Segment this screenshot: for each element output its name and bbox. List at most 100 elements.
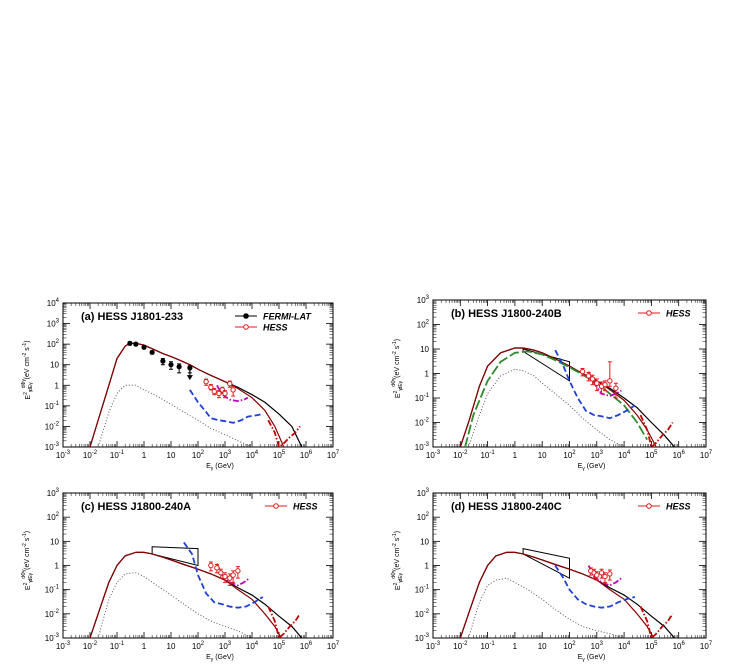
x-tick-label: 10	[538, 642, 547, 651]
y-tick-label: 103	[47, 488, 60, 498]
data-point-hess	[602, 381, 608, 388]
x-tick-label: 107	[327, 641, 340, 651]
panel-title: (c) HESS J1800-240A	[81, 501, 191, 513]
y-tick-label: 10-1	[45, 401, 60, 411]
data-point-hess	[594, 572, 600, 578]
x-tick-label: 103	[591, 450, 604, 460]
data-point-fermi	[141, 344, 147, 350]
spectral-box	[151, 546, 199, 567]
y-axis-label: E2γ dΦγdEγ(eV cm-2 s-1)	[391, 339, 404, 398]
x-axis-label: Eγ (GeV)	[206, 654, 234, 663]
legend-label: FERMI-LAT	[263, 312, 312, 322]
x-tick-label: 106	[300, 641, 313, 651]
data-point-hess	[211, 388, 217, 395]
series-line-longdash	[464, 350, 648, 447]
series-line-dotted	[468, 368, 625, 447]
x-tick-label: 10-2	[453, 641, 468, 651]
x-tick-label: 10-3	[56, 641, 71, 651]
y-tick-label: 1	[425, 370, 430, 379]
series-line-dashdot	[587, 565, 622, 587]
legend-label: HESS	[263, 323, 288, 333]
y-tick-label: 102	[47, 339, 60, 349]
series-line-dashed	[554, 565, 636, 609]
x-tick-label: 104	[618, 450, 631, 460]
plot-area	[459, 547, 675, 638]
y-axis-label: E2γ dΦγdEγ(eV cm-2 s-1)	[391, 531, 404, 590]
data-point-hess	[208, 384, 214, 390]
x-tick-label: 105	[645, 641, 658, 651]
data-point-fermi	[168, 362, 174, 368]
x-tick-label: 106	[673, 641, 686, 651]
series-line-solid	[459, 347, 657, 447]
data-point-hess	[585, 373, 592, 379]
y-axis-label: E2γ dΦγdEγ(eV cm-2 s-1)	[21, 340, 34, 399]
panel-title: (d) HESS J1800-240C	[451, 501, 562, 513]
data-point-hess	[230, 387, 236, 393]
x-tick-label: 10-1	[480, 450, 495, 460]
x-tick-label: 10	[167, 642, 176, 651]
y-tick-label: 1	[425, 562, 430, 571]
x-tick-label: 103	[219, 450, 232, 460]
data-point-hess	[222, 573, 228, 580]
x-tick-label: 1	[513, 451, 518, 460]
legend-marker	[243, 324, 249, 330]
panel-a: 10-3 10-2 10-1 1 10 102 103 104 105 106 107 10-3 10-…	[21, 298, 340, 472]
data-point-fermi	[133, 341, 139, 347]
x-tick-label: 104	[618, 641, 631, 651]
y-tick-label: 10-3	[45, 442, 60, 452]
y-tick-label: 102	[417, 320, 430, 330]
x-tick-label: 10-1	[110, 450, 125, 460]
panel-d: 10-3 10-2 10-1 1 10 102 103 104 105 106 107 10-3 10-…	[391, 488, 713, 663]
y-tick-label: 103	[417, 488, 430, 498]
x-tick-label: 105	[273, 641, 286, 651]
y-tick-label: 10	[50, 361, 59, 370]
x-tick-label: 10-3	[56, 450, 71, 460]
data-point-hess	[227, 380, 233, 387]
spectral-box	[522, 547, 570, 579]
y-tick-label: 102	[47, 512, 60, 522]
x-tick-label: 102	[563, 641, 576, 651]
y-tick-label: 102	[417, 512, 430, 522]
series-line-dashed	[554, 349, 636, 420]
x-tick-label: 10-3	[426, 450, 441, 460]
x-tick-label: 1	[513, 642, 518, 651]
data-point-hess	[602, 573, 608, 580]
y-tick-label: 10-3	[45, 633, 60, 643]
x-tick-label: 107	[700, 641, 713, 651]
y-tick-label: 10	[50, 537, 59, 546]
panel-title: (b) HESS J1800-240B	[451, 308, 562, 320]
y-tick-label: 10-1	[45, 585, 60, 595]
panel-title: (a) HESS J1801-233	[81, 311, 183, 323]
y-tick-label: 10-2	[415, 418, 430, 428]
x-tick-label: 104	[246, 641, 259, 651]
legend-marker	[273, 503, 279, 509]
data-point-hess	[214, 565, 220, 571]
data-point-hess	[222, 390, 228, 397]
y-axis-label: E2γ dΦγdEγ(eV cm-2 s-1)	[21, 531, 34, 590]
plot-area	[89, 541, 303, 638]
x-tick-label: 10-3	[426, 641, 441, 651]
data-point-hess	[589, 376, 596, 382]
x-tick-label: 10	[538, 451, 547, 460]
y-tick-label: 10-2	[415, 609, 430, 619]
plot-area	[459, 347, 675, 447]
legend-label: HESS	[293, 502, 318, 512]
series-line-dotted	[97, 384, 254, 447]
y-tick-label: 10-2	[45, 609, 60, 619]
upper-limit-arrowhead	[186, 375, 193, 381]
data-point-hess	[203, 378, 209, 385]
data-point-fermi	[176, 364, 182, 370]
x-tick-label: 105	[273, 450, 286, 460]
series-line-dashdot	[639, 414, 674, 447]
legend-label: HESS	[666, 502, 691, 512]
x-axis-label: Eγ (GeV)	[206, 463, 234, 472]
y-tick-label: 10-1	[415, 393, 430, 403]
data-point-hess	[607, 571, 613, 577]
data-point-hess	[607, 378, 613, 384]
data-point-hess	[227, 575, 233, 581]
y-tick-label: 10-1	[415, 585, 430, 595]
x-tick-label: 105	[645, 450, 658, 460]
data-point-hess	[218, 570, 224, 576]
data-point-hess	[613, 385, 619, 391]
data-point-hess	[208, 562, 214, 569]
